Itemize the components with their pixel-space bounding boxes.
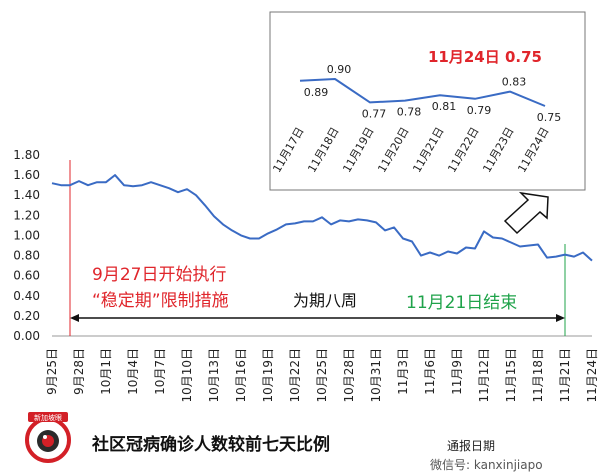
end-annotation: 11月21日结束: [406, 293, 518, 313]
inset-data-labels: 0.89 0.90 0.77 0.78 0.81 0.79 0.83 0.75: [304, 63, 562, 124]
marker-lines: [69, 160, 566, 336]
x-axis: 9月25日 9月28日 10月1日 10月4日 10月7日 10月10日 10月13日 10月…: [45, 348, 599, 403]
inset-highlight-label: 11月24日 0.75: [428, 48, 542, 66]
x-tick-label: 11月18日: [531, 348, 545, 403]
inset-data-label: 0.90: [327, 63, 352, 76]
x-tick-label: 10月22日: [288, 348, 302, 403]
inset-data-label: 0.79: [467, 104, 492, 117]
y-axis: 0.00 0.20 0.40 0.60 0.80 1.00 1.20 1.40 1.60 1.80: [13, 148, 40, 343]
period-arrow-right-head: [556, 314, 565, 322]
x-tick-label: 9月28日: [72, 348, 86, 395]
main-line-chart: 0.00 0.20 0.40 0.60 0.80 1.00 1.20 1.40 1.60 1.80…: [13, 148, 599, 403]
x-tick-label: 10月4日: [126, 348, 140, 395]
y-tick-label: 0.40: [13, 289, 40, 303]
x-tick-label: 11月6日: [423, 348, 437, 395]
inset-data-label: 0.89: [304, 86, 329, 99]
logo-text: 新加坡眼: [34, 413, 62, 422]
x-tick-label: 10月31日: [369, 348, 383, 403]
start-annotation-line2: “稳定期”限制措施: [92, 291, 229, 311]
series-line-group: [51, 174, 593, 262]
y-tick-label: 0.60: [13, 269, 40, 283]
logo-icon: 新加坡眼: [25, 412, 71, 463]
inset-series: [299, 78, 546, 107]
inset-data-label: 0.77: [362, 107, 387, 120]
y-tick-label: 0.20: [13, 309, 40, 323]
x-tick-label: 10月19日: [261, 348, 275, 403]
y-tick-label: 1.60: [13, 168, 40, 182]
start-annotation: 9月27日开始执行 “稳定期”限制措施: [92, 262, 229, 314]
series-line: [51, 174, 593, 262]
pointer-arrow-icon: [503, 191, 549, 235]
period-arrow-left-head: [70, 314, 79, 322]
inset-data-label: 0.81: [432, 100, 457, 113]
y-tick-label: 0.80: [13, 249, 40, 263]
inset-data-label: 0.75: [537, 111, 562, 124]
x-tick-label: 10月1日: [99, 348, 113, 395]
y-tick-label: 1.80: [13, 148, 40, 162]
x-tick-label: 10月25日: [315, 348, 329, 403]
x-tick-label: 9月25日: [45, 348, 59, 395]
inset-data-label: 0.83: [502, 76, 527, 89]
x-tick-label: 10月13日: [207, 348, 221, 403]
x-tick-label: 11月9日: [450, 348, 464, 395]
x-tick-label: 10月10日: [180, 348, 194, 403]
x-tick-label: 10月16日: [234, 348, 248, 403]
start-annotation-line1: 9月27日开始执行: [92, 265, 227, 285]
y-tick-label: 1.00: [13, 228, 40, 242]
y-tick-label: 1.20: [13, 208, 40, 222]
inset-series-line: [299, 78, 546, 107]
y-tick-label: 0.00: [13, 329, 40, 343]
x-tick-label: 11月3日: [396, 348, 410, 395]
x-tick-label: 10月7日: [153, 348, 167, 395]
inset-data-label: 0.78: [397, 106, 422, 119]
period-arrow: [70, 314, 565, 322]
x-tick-label: 11月24日: [585, 348, 599, 403]
period-annotation: 为期八周: [293, 291, 358, 310]
wechat-watermark: 微信号: kanxinjiapo: [430, 458, 543, 472]
x-tick-label: 11月15日: [504, 348, 518, 403]
x-tick-label: 11月21日: [558, 348, 572, 403]
inset-chart: 0.890.900.77 0.78 0.81 0.790.830.75 11月17日1…: [269, 11, 586, 191]
x-tick-label: 10月28日: [342, 348, 356, 403]
chart-caption-title: 社区冠病确诊人数较前七天比例: [92, 435, 330, 455]
y-tick-label: 1.40: [13, 188, 40, 202]
x-tick-label: 11月12日: [477, 348, 491, 403]
chart-caption-note: 通报日期: [447, 439, 496, 453]
